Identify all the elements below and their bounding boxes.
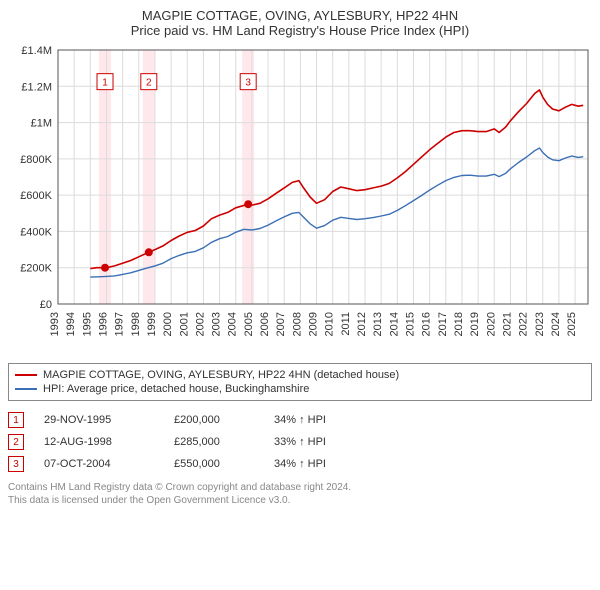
svg-text:2021: 2021 — [501, 312, 513, 336]
svg-text:2007: 2007 — [275, 312, 287, 336]
svg-text:£1M: £1M — [31, 118, 52, 130]
svg-text:£600K: £600K — [20, 190, 52, 202]
svg-text:2023: 2023 — [534, 312, 546, 336]
svg-text:3: 3 — [245, 78, 251, 89]
sale-marker-box: 2 — [8, 434, 24, 450]
svg-text:2000: 2000 — [162, 312, 174, 336]
svg-text:2005: 2005 — [243, 312, 255, 336]
title-block: MAGPIE COTTAGE, OVING, AYLESBURY, HP22 4… — [8, 8, 592, 38]
attribution-footer: Contains HM Land Registry data © Crown c… — [8, 481, 592, 507]
sale-price: £200,000 — [174, 414, 254, 426]
svg-text:2002: 2002 — [194, 312, 206, 336]
svg-text:£1.4M: £1.4M — [21, 45, 52, 57]
sale-row: 2 12-AUG-1998 £285,000 33% ↑ HPI — [8, 431, 592, 453]
svg-text:£0: £0 — [40, 299, 52, 311]
sale-row: 1 29-NOV-1995 £200,000 34% ↑ HPI — [8, 409, 592, 431]
sale-date: 12-AUG-1998 — [44, 436, 154, 448]
sale-row: 3 07-OCT-2004 £550,000 34% ↑ HPI — [8, 453, 592, 475]
svg-text:2001: 2001 — [178, 312, 190, 336]
svg-text:2013: 2013 — [372, 312, 384, 336]
svg-text:1998: 1998 — [130, 312, 142, 336]
svg-text:1995: 1995 — [81, 312, 93, 336]
svg-text:2019: 2019 — [469, 312, 481, 336]
svg-text:£1.2M: £1.2M — [21, 81, 52, 93]
svg-text:2014: 2014 — [388, 312, 400, 336]
svg-text:1996: 1996 — [97, 312, 109, 336]
sale-marker-box: 1 — [8, 412, 24, 428]
svg-text:2010: 2010 — [324, 312, 336, 336]
legend-label: MAGPIE COTTAGE, OVING, AYLESBURY, HP22 4… — [43, 369, 399, 381]
svg-text:2017: 2017 — [437, 312, 449, 336]
sale-date: 07-OCT-2004 — [44, 458, 154, 470]
legend-swatch — [15, 388, 37, 390]
sale-price: £550,000 — [174, 458, 254, 470]
sale-pct: 34% ↑ HPI — [274, 458, 354, 470]
sale-pct: 34% ↑ HPI — [274, 414, 354, 426]
sale-pct: 33% ↑ HPI — [274, 436, 354, 448]
svg-text:2003: 2003 — [211, 312, 223, 336]
svg-text:2008: 2008 — [291, 312, 303, 336]
svg-text:2004: 2004 — [227, 312, 239, 336]
svg-text:£200K: £200K — [20, 263, 52, 275]
chart-area: £0 £200K £400K £600K £800K £1M £1.2M £1.4M 1993 1… — [8, 44, 592, 357]
chart-title: MAGPIE COTTAGE, OVING, AYLESBURY, HP22 4… — [8, 8, 592, 23]
svg-text:1994: 1994 — [65, 312, 77, 336]
footer-line-2: This data is licensed under the Open Gov… — [8, 494, 592, 507]
svg-text:2022: 2022 — [518, 312, 530, 336]
svg-text:1993: 1993 — [49, 312, 61, 336]
svg-text:2025: 2025 — [566, 312, 578, 336]
svg-text:2020: 2020 — [485, 312, 497, 336]
svg-text:2016: 2016 — [421, 312, 433, 336]
svg-text:2: 2 — [146, 78, 152, 89]
legend-label: HPI: Average price, detached house, Buck… — [43, 383, 309, 395]
svg-text:2011: 2011 — [340, 312, 352, 336]
sale-marker-box: 3 — [8, 456, 24, 472]
line-chart: £0 £200K £400K £600K £800K £1M £1.2M £1.4M 1993 1… — [8, 44, 592, 354]
svg-text:1999: 1999 — [146, 312, 158, 336]
svg-text:2024: 2024 — [550, 312, 562, 336]
legend: MAGPIE COTTAGE, OVING, AYLESBURY, HP22 4… — [8, 363, 592, 401]
footer-line-1: Contains HM Land Registry data © Crown c… — [8, 481, 592, 494]
svg-text:2012: 2012 — [356, 312, 368, 336]
svg-text:2006: 2006 — [259, 312, 271, 336]
svg-text:£400K: £400K — [20, 226, 52, 238]
chart-container: MAGPIE COTTAGE, OVING, AYLESBURY, HP22 4… — [0, 0, 600, 511]
svg-text:2018: 2018 — [453, 312, 465, 336]
sales-table: 1 29-NOV-1995 £200,000 34% ↑ HPI 2 12-AUG-199… — [8, 409, 592, 475]
sale-price: £285,000 — [174, 436, 254, 448]
svg-text:2015: 2015 — [404, 312, 416, 336]
legend-swatch — [15, 374, 37, 376]
svg-text:1: 1 — [102, 78, 108, 89]
legend-item: MAGPIE COTTAGE, OVING, AYLESBURY, HP22 4… — [15, 368, 585, 382]
chart-subtitle: Price paid vs. HM Land Registry's House … — [8, 23, 592, 38]
legend-item: HPI: Average price, detached house, Buck… — [15, 382, 585, 396]
svg-text:1997: 1997 — [114, 312, 126, 336]
sale-date: 29-NOV-1995 — [44, 414, 154, 426]
svg-text:2009: 2009 — [308, 312, 320, 336]
svg-text:£800K: £800K — [20, 154, 52, 166]
